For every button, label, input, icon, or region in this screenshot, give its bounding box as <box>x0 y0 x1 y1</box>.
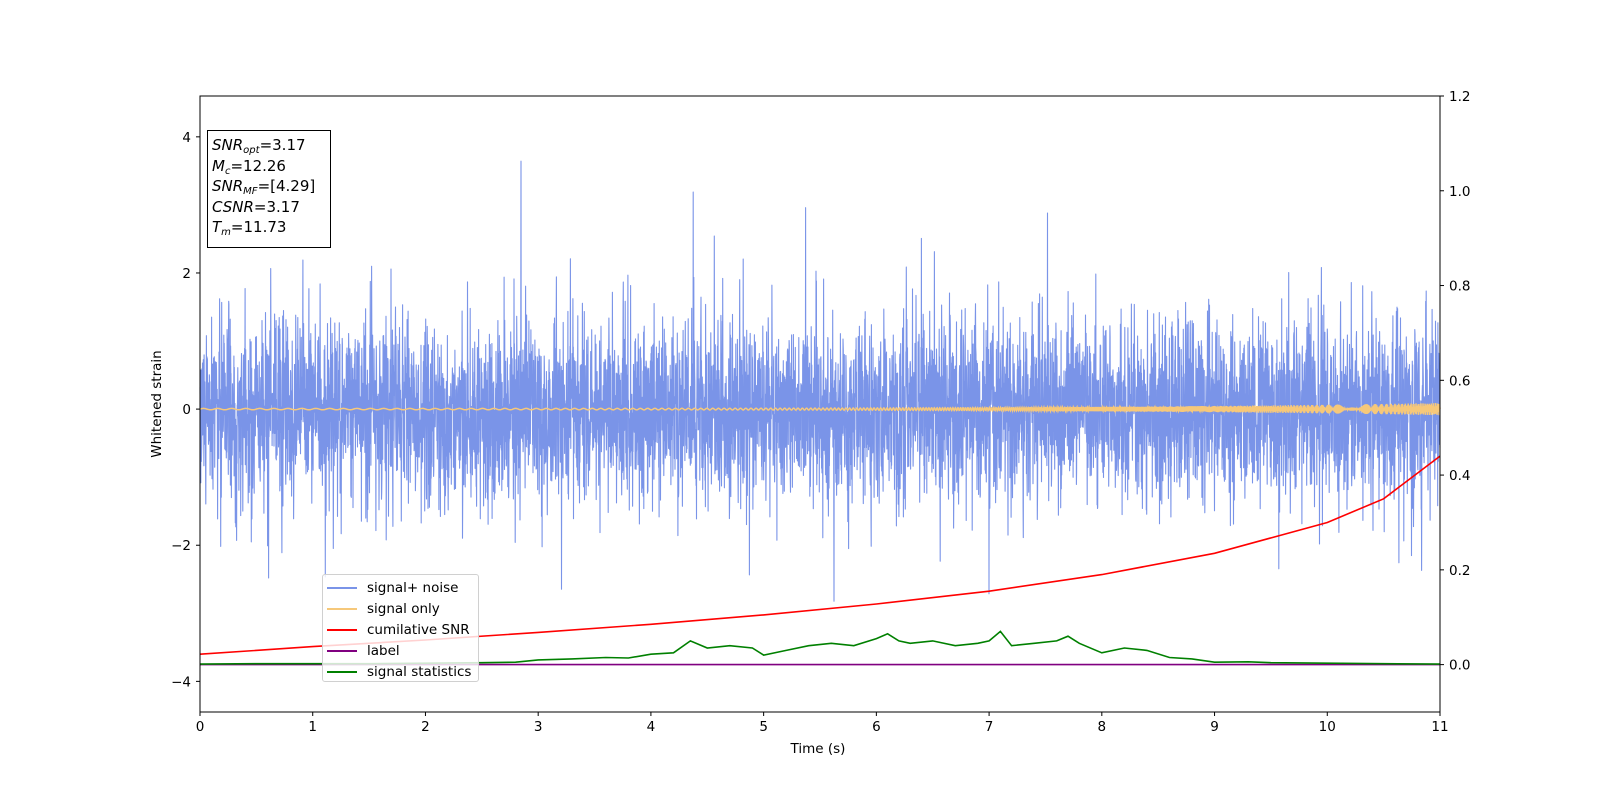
info-line: Tm=11.73 <box>212 217 330 238</box>
info-value: =3.17 <box>259 136 306 154</box>
y-axis-label: Whitened strain <box>149 350 165 457</box>
x-axis-label: Time (s) <box>790 741 846 757</box>
axes: 0 1 2 3 4 5 6 7 8 9 10 11 4 2 0 −2 −4 0.0 0.2 0.4 0.6 0.8 1.0 1… <box>171 89 1470 735</box>
info-line: SNRMF=[4.29] <box>212 176 330 197</box>
signal-noise-line <box>199 160 1441 602</box>
legend-swatch <box>327 649 357 652</box>
x-tick-label: 9 <box>1210 719 1219 735</box>
x-tick-label: 5 <box>759 719 768 735</box>
plot-frame <box>199 95 1441 713</box>
info-subscript: c <box>224 165 231 177</box>
legend-item: label <box>327 640 478 661</box>
x-tick-label: 7 <box>985 719 994 735</box>
y2-tick-label: 0.8 <box>1449 279 1470 295</box>
info-symbol: CSNR <box>212 197 254 216</box>
legend-item: signal+ noise <box>327 578 478 599</box>
info-symbol: SNR <box>212 136 244 154</box>
legend-item: signal only <box>327 599 478 620</box>
info-subscript: MF <box>243 186 258 197</box>
x-tick-label: 3 <box>534 719 543 735</box>
y2-tick-label: 0.6 <box>1449 373 1470 389</box>
legend-label: signal only <box>367 601 440 618</box>
legend-label: signal+ noise <box>367 580 459 597</box>
y2-tick-label: 1.2 <box>1449 89 1470 105</box>
y-tick-label: 4 <box>182 130 191 146</box>
legend: signal+ noise signal only cumilative SNR la… <box>322 574 479 682</box>
legend-swatch <box>327 628 357 631</box>
x-tick-label: 8 <box>1098 719 1107 735</box>
info-line: Mc=12.26 <box>212 156 330 177</box>
y-tick-label: −2 <box>171 538 191 554</box>
info-line: SNRopt=3.17 <box>212 135 330 156</box>
info-line: CSNR=3.17 <box>212 197 330 218</box>
legend-swatch <box>327 670 357 673</box>
x-tick-label: 1 <box>308 719 317 735</box>
signal-statistics-line <box>199 630 1441 665</box>
x-tick-label: 0 <box>196 719 205 735</box>
signal-noise-series <box>199 160 1441 602</box>
info-subscript: opt <box>243 145 260 156</box>
y2-tick-label: 1.0 <box>1449 184 1470 200</box>
info-value: =[4.29] <box>257 177 316 195</box>
info-value: =12.26 <box>230 156 286 175</box>
legend-swatch <box>327 587 357 590</box>
x-tick-label: 6 <box>872 719 881 735</box>
info-value: =11.73 <box>230 218 287 236</box>
legend-item: cumilative SNR <box>327 620 478 641</box>
info-subscript: m <box>221 227 231 238</box>
x-tick-label: 4 <box>647 719 656 735</box>
y-tick-label: −4 <box>171 674 191 690</box>
y2-tick-label: 0.4 <box>1449 468 1470 484</box>
y2-tick-label: 0.2 <box>1449 563 1470 579</box>
legend-label: signal statistics <box>367 663 472 680</box>
info-symbol: SNR <box>212 177 244 195</box>
legend-item: signal statistics <box>327 661 478 682</box>
legend-swatch <box>327 608 357 611</box>
signal-only-line <box>199 403 1441 416</box>
info-box: SNRopt=3.17 Mc=12.26 SNRMF=[4.29] CSNR=3.17… <box>207 130 331 248</box>
y2-tick-label: 0.0 <box>1449 658 1470 674</box>
x-tick-label: 11 <box>1431 719 1448 735</box>
x-tick-label: 10 <box>1319 719 1336 735</box>
y-tick-label: 2 <box>182 266 191 282</box>
y-tick-label: 0 <box>182 402 191 418</box>
info-symbol: T <box>212 218 222 236</box>
legend-label: label <box>367 642 400 659</box>
info-symbol: M <box>212 156 225 175</box>
legend-label: cumilative SNR <box>367 621 470 638</box>
x-tick-label: 2 <box>421 719 430 735</box>
info-value: =3.17 <box>253 197 300 216</box>
